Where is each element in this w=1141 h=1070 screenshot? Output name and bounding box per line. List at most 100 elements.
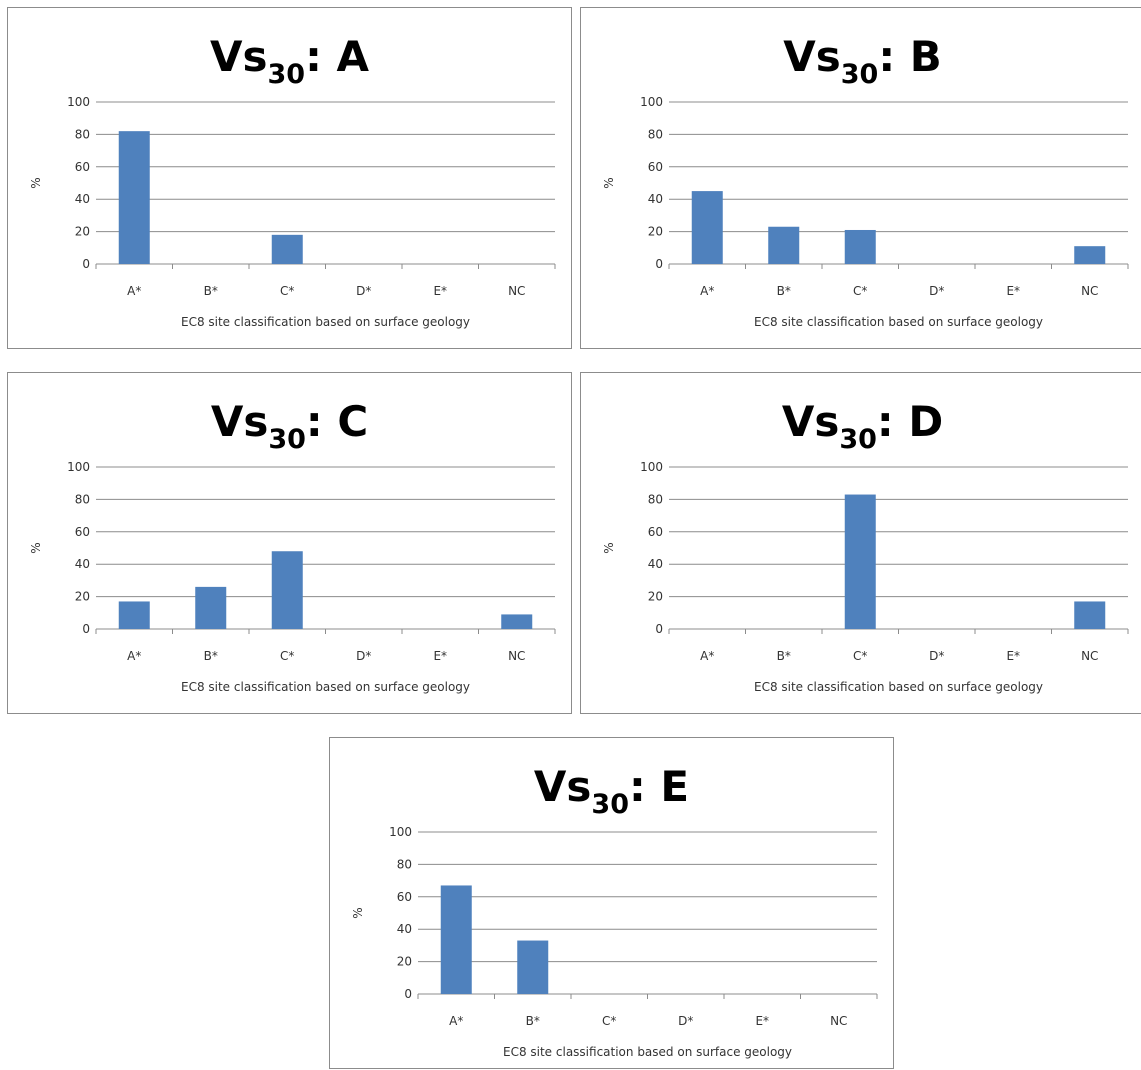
bar-chart-c: 0 20 40 60 80 100 A* B* C* D* E* NC EC8 site classif… (29, 460, 556, 694)
chart-title: Vs30: B (581, 36, 1141, 89)
y-tick-label: 0 (404, 987, 412, 1001)
x-tick-label: C* (602, 1014, 616, 1028)
x-tick-label: C* (853, 284, 867, 298)
title-subscript: 30 (267, 59, 306, 90)
bar (118, 131, 150, 264)
x-axis-label: EC8 site classification based on surface… (181, 680, 470, 694)
title-subscript: 30 (840, 59, 879, 90)
title-subscript: 30 (268, 424, 306, 455)
bar-chart-d: 0 20 40 60 80 100 A* B* C* D* E* NC EC8 site classif… (602, 460, 1129, 694)
chart-title: Vs30: E (330, 766, 893, 819)
y-tick-label: 80 (75, 127, 90, 141)
x-tick-label: E* (1006, 284, 1020, 298)
title-prefix: Vs (209, 32, 268, 81)
y-tick-label: 100 (640, 95, 663, 109)
y-tick-label: 20 (397, 955, 412, 969)
title-suffix: : A (305, 32, 370, 81)
chart-panel-a: Vs30: A 0 20 40 60 80 100 A* B* C* D* E* NC EC8 site… (7, 7, 572, 349)
x-tick-label: B* (777, 284, 791, 298)
y-axis-label: % (29, 542, 43, 553)
chart-title: Vs30: C (8, 401, 571, 454)
x-tick-label: A* (700, 284, 714, 298)
y-tick-label: 80 (397, 857, 412, 871)
x-tick-label: NC (508, 649, 525, 663)
x-tick-label: E* (433, 649, 447, 663)
title-subscript: 30 (591, 789, 629, 820)
x-tick-label: D* (356, 284, 371, 298)
y-tick-label: 20 (648, 590, 663, 604)
y-tick-label: 60 (648, 525, 663, 539)
y-tick-label: 80 (648, 492, 663, 506)
title-suffix: : B (878, 32, 942, 81)
y-tick-label: 40 (75, 557, 90, 571)
y-tick-label: 100 (67, 95, 90, 109)
title-prefix: Vs (781, 397, 840, 446)
title-subscript: 30 (839, 424, 877, 455)
y-tick-label: 80 (75, 492, 90, 506)
x-tick-label: D* (929, 649, 944, 663)
y-tick-label: 100 (640, 460, 663, 474)
bar-chart-b: 0 20 40 60 80 100 A* B* C* D* E* NC EC8 site classif… (602, 95, 1129, 329)
x-tick-label: E* (433, 284, 447, 298)
y-axis-label: % (29, 177, 43, 188)
y-axis-label: % (602, 177, 616, 188)
y-tick-label: 60 (397, 890, 412, 904)
x-axis-label: EC8 site classification based on surface… (754, 680, 1043, 694)
chart-title: Vs30: A (8, 36, 571, 89)
y-tick-label: 80 (648, 127, 663, 141)
y-tick-label: 20 (75, 590, 90, 604)
title-suffix: : E (628, 762, 690, 811)
y-tick-label: 0 (655, 622, 663, 636)
x-tick-label: A* (449, 1014, 463, 1028)
bar (844, 229, 876, 264)
y-tick-label: 0 (655, 257, 663, 271)
y-tick-label: 0 (82, 257, 90, 271)
title-prefix: Vs (210, 397, 269, 446)
y-tick-label: 20 (75, 225, 90, 239)
y-axis-label: % (602, 542, 616, 553)
y-tick-label: 40 (397, 922, 412, 936)
x-tick-label: NC (508, 284, 525, 298)
x-tick-label: E* (1006, 649, 1020, 663)
bar (691, 191, 723, 264)
x-tick-label: D* (678, 1014, 693, 1028)
bar-chart-a: 0 20 40 60 80 100 A* B* C* D* E* NC EC8 site classif… (29, 95, 556, 329)
x-tick-label: NC (830, 1014, 847, 1028)
bar (271, 234, 303, 264)
x-tick-label: B* (204, 284, 218, 298)
x-tick-label: A* (700, 649, 714, 663)
y-tick-label: 60 (75, 525, 90, 539)
bar (271, 551, 303, 629)
y-axis-label: % (351, 907, 365, 918)
x-axis-label: EC8 site classification based on surface… (181, 315, 470, 329)
x-tick-label: A* (127, 284, 141, 298)
x-tick-label: B* (204, 649, 218, 663)
x-tick-label: D* (356, 649, 371, 663)
bar (517, 940, 549, 994)
bar (844, 494, 876, 629)
title-prefix: Vs (783, 32, 841, 81)
chart-panel-c: Vs30: C 0 20 40 60 80 100 A* B* C* D* E* NC EC8 site… (7, 372, 572, 714)
title-prefix: Vs (533, 762, 592, 811)
x-tick-label: B* (777, 649, 791, 663)
y-tick-label: 100 (67, 460, 90, 474)
y-tick-label: 40 (648, 557, 663, 571)
bar (118, 601, 150, 629)
x-tick-label: B* (526, 1014, 540, 1028)
chart-panel-d: Vs30: D 0 20 40 60 80 100 A* B* C* D* E* NC EC8 site… (580, 372, 1141, 714)
title-suffix: : C (305, 397, 369, 446)
chart-panel-b: Vs30: B 0 20 40 60 80 100 A* B* C* D* E* NC EC8 site… (580, 7, 1141, 349)
x-tick-label: A* (127, 649, 141, 663)
title-suffix: : D (876, 397, 944, 446)
x-tick-label: D* (929, 284, 944, 298)
y-tick-label: 40 (75, 192, 90, 206)
x-tick-label: C* (280, 284, 294, 298)
x-tick-label: C* (280, 649, 294, 663)
y-tick-label: 100 (389, 825, 412, 839)
chart-title: Vs30: D (581, 401, 1141, 454)
bar (1074, 246, 1106, 264)
x-tick-label: C* (853, 649, 867, 663)
x-tick-label: NC (1081, 284, 1098, 298)
x-tick-label: NC (1081, 649, 1098, 663)
x-tick-label: E* (755, 1014, 769, 1028)
